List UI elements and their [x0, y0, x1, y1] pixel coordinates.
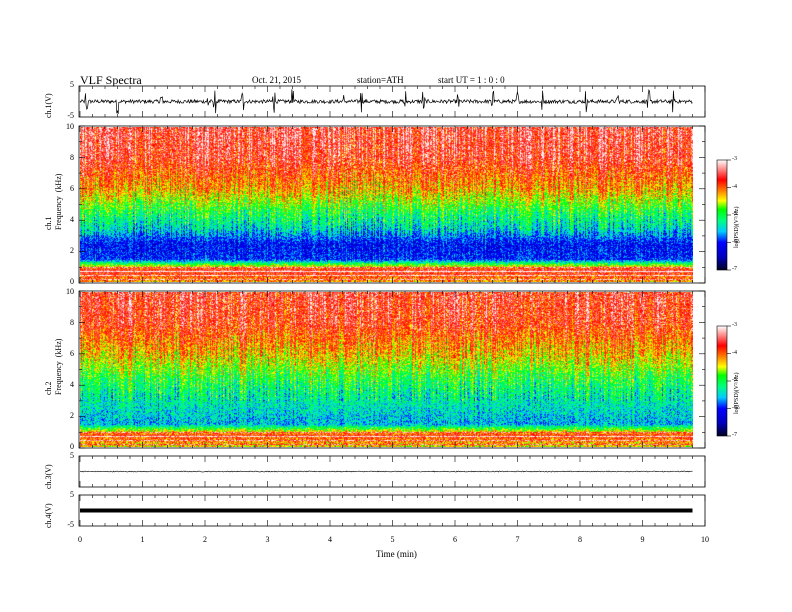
spectrogram-ytick: 4: [70, 380, 74, 389]
colorbar-tick-label: -3: [732, 322, 737, 328]
spectrogram-ytick: 6: [70, 184, 74, 193]
ch4-ytick-top: 5: [70, 490, 74, 499]
spectrogram-ytick: 0: [70, 442, 74, 451]
tick-marks: [79, 86, 706, 526]
colorbar-ticks: [727, 159, 731, 437]
spectrogram-ytick: 2: [70, 246, 74, 255]
ch1-ylabel: ch.1(V): [44, 93, 53, 118]
start-time-label: start UT = 1 : 0 : 0: [438, 75, 505, 85]
station-label: station=ATH: [357, 75, 404, 85]
ch2-spectrogram-canvas: [80, 292, 693, 447]
ch3-ylabel: ch.3(V): [44, 464, 53, 489]
ch1-ytick-top: 5: [70, 80, 74, 89]
x-tick-label: 7: [515, 535, 520, 544]
colorbar-tick-label: -5: [732, 377, 737, 383]
x-tick-label: 4: [328, 535, 332, 544]
colorbar-tick-label: -4: [732, 349, 737, 356]
plot-title: VLF Spectra: [80, 73, 142, 87]
colorbar-tick-label: -5: [732, 211, 737, 217]
x-tick-label: 8: [578, 535, 582, 544]
waveform-traces: [79, 89, 693, 513]
spectrogram-ytick: 8: [70, 318, 74, 327]
ch1-spectrogram-frame: [78, 125, 706, 284]
ch3-ytick-top: 5: [70, 451, 74, 460]
x-tick-label: 10: [701, 535, 709, 544]
ch4-ylabel: ch.4(V): [44, 503, 53, 528]
x-tick-label: 2: [203, 535, 207, 544]
x-axis-label: Time (min): [376, 549, 417, 559]
x-tick-label: 1: [140, 535, 145, 544]
ch2-spectrogram-frame: [78, 290, 706, 449]
ch1-spectrogram-canvas: [80, 127, 693, 282]
ch1-ytick-bottom: -5: [67, 111, 74, 120]
x-tick-label: 5: [390, 535, 395, 544]
ch4-ytick-bottom: -5: [67, 520, 74, 529]
spectrogram-ytick: 10: [66, 287, 74, 296]
spectrogram-ytick: 8: [70, 153, 74, 162]
x-tick-label: 9: [640, 535, 645, 544]
date-label: Oct. 21, 2015: [252, 75, 301, 85]
colorbar-tick-label: -6: [732, 404, 737, 411]
spectrogram-ytick: 10: [66, 122, 74, 131]
colorbar-tick-label: -7: [732, 266, 737, 272]
ch4-waveform-frame: [78, 494, 706, 527]
spectrogram-ytick: 4: [70, 215, 74, 224]
colorbar-tick-label: -3: [732, 156, 737, 162]
ch2-colorbar: [716, 325, 728, 437]
ch1-waveform-frame: [78, 85, 706, 118]
ch3-waveform-trace: [79, 470, 693, 473]
ch3-waveform-frame: [78, 455, 706, 488]
spectrogram-ytick: 2: [70, 411, 74, 420]
colorbar-tick-label: -6: [732, 238, 737, 245]
colorbar-tick-label: -7: [732, 432, 737, 438]
ch1-waveform-trace: [79, 89, 693, 114]
spectrogram-ytick: 0: [70, 277, 74, 286]
x-tick-label: 3: [265, 535, 270, 544]
x-tick-label: 6: [453, 535, 457, 544]
colorbar-tick-label: -4: [732, 183, 737, 190]
x-tick-label: 0: [78, 535, 82, 544]
spectrogram-ytick: 6: [70, 349, 74, 358]
ch1-colorbar: [716, 159, 728, 271]
